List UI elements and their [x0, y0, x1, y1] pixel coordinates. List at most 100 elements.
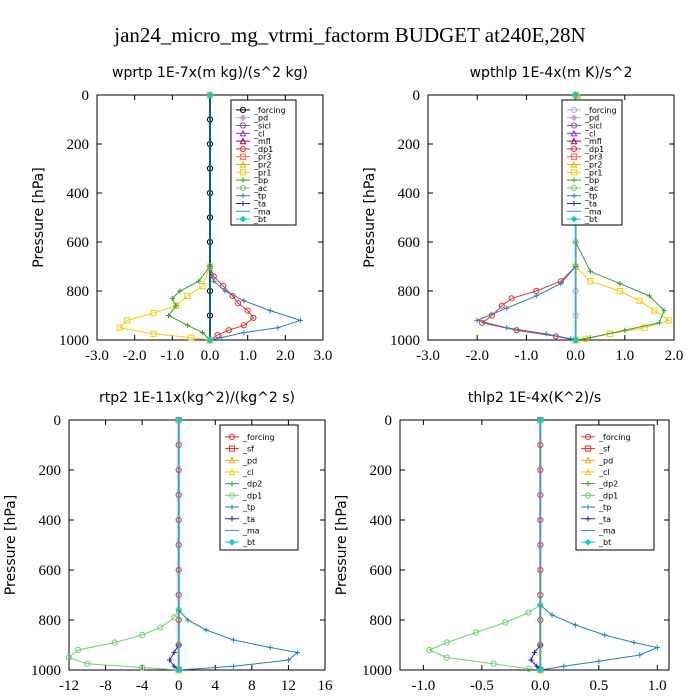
- legend-marker: [228, 492, 236, 499]
- legend-marker: [584, 433, 592, 440]
- data-point: [528, 657, 534, 663]
- series-dp1: [65, 416, 182, 674]
- panel-title: thlp2 1E-4x(K^2)/s: [468, 390, 601, 406]
- y-tick-label: 400: [370, 513, 393, 529]
- data-point: [230, 637, 237, 643]
- x-tick-label: 16: [318, 678, 334, 694]
- legend-marker: [229, 504, 235, 510]
- data-point: [75, 646, 82, 654]
- legend: _forcing_pd_sicl_cl_mfl_dp1_pr3_pr2_pr1_…: [230, 99, 297, 226]
- y-tick-label: 600: [67, 235, 90, 251]
- legend-label: _bp: [253, 176, 268, 185]
- legend-marker: [570, 169, 578, 176]
- data-point: [472, 629, 480, 636]
- data-point: [225, 327, 232, 334]
- legend-marker: [584, 456, 592, 464]
- y-tick-label: 200: [39, 463, 62, 479]
- legend-label: _dp2: [598, 480, 618, 489]
- panel-title: wpthlp 1E-4x(m K)/s^2: [470, 65, 633, 81]
- legend-label: _ta: [242, 515, 255, 524]
- data-point: [572, 91, 579, 99]
- legend-label: _sf: [242, 445, 254, 454]
- series-pr1: [116, 91, 214, 344]
- legend-label: _bt: [584, 215, 597, 224]
- legend-marker: [570, 129, 578, 137]
- data-point: [596, 658, 602, 664]
- data-point: [250, 314, 257, 322]
- legend-label: _pd: [598, 456, 613, 465]
- chart-panel-4: thlp2 1E-4x(K^2)/s Pressure [hPa] -1.0 -0.5…: [334, 390, 670, 694]
- y-tick-label: 1000: [362, 663, 392, 679]
- legend-marker: [228, 445, 236, 452]
- legend-label: _bt: [242, 538, 255, 547]
- y-tick-label: 600: [370, 563, 393, 579]
- legend-marker: [229, 516, 235, 522]
- legend: _forcing_pd_sicl_cl_mfl_dp1_pr3_pr2_pr1_…: [561, 99, 623, 226]
- x-tick-label: 0.0: [531, 678, 550, 694]
- y-tick-label: 400: [39, 513, 62, 529]
- y-tick-label: 400: [398, 186, 421, 202]
- legend-marker: [229, 481, 235, 487]
- data-point: [631, 639, 637, 646]
- data-point: [175, 666, 183, 674]
- legend-marker: [239, 160, 247, 168]
- data-point: [196, 278, 202, 284]
- legend-marker: [239, 114, 247, 122]
- series-bt: [537, 416, 544, 674]
- data-point: [267, 308, 273, 314]
- y-tick-label: 200: [67, 137, 90, 153]
- series-line: [530, 420, 541, 671]
- legend-label: _pr1: [584, 168, 602, 177]
- legend-label: _ma: [242, 526, 260, 535]
- legend-label: _sicl: [253, 122, 271, 131]
- data-point: [185, 617, 191, 623]
- legend-label: _cl: [253, 129, 265, 138]
- legend-label: _ac: [584, 184, 598, 193]
- data-point: [602, 632, 608, 638]
- legend-box: [561, 99, 623, 226]
- legend-marker: [570, 145, 578, 152]
- data-point: [543, 331, 549, 337]
- legend-label: _tp: [242, 503, 255, 512]
- legend-label: _bp: [584, 176, 599, 185]
- x-tick-label: 0.5: [589, 678, 608, 694]
- panel-title: rtp2 1E-11x(kg^2)/(kg^2 s): [99, 390, 295, 406]
- x-tick-label: -1.0: [160, 348, 184, 364]
- y-tick-label: 0: [413, 88, 421, 104]
- legend-marker: [239, 153, 247, 160]
- x-tick-label: -2.0: [465, 348, 489, 364]
- x-tick-label: -2.0: [123, 348, 147, 364]
- data-point: [479, 319, 486, 326]
- legend-marker: [570, 153, 578, 160]
- series-line: [209, 95, 254, 341]
- data-point: [616, 287, 623, 295]
- legend-label: _sicl: [584, 122, 602, 131]
- x-tick-label: -1.0: [412, 678, 436, 694]
- legend-marker: [571, 177, 577, 183]
- legend-marker: [570, 122, 578, 129]
- legend-marker: [585, 504, 591, 510]
- data-point: [173, 303, 179, 309]
- x-tick-label: 3.0: [314, 348, 333, 364]
- legend-label: _mfl: [253, 137, 271, 146]
- data-point: [561, 663, 567, 669]
- legend-marker: [239, 122, 247, 129]
- data-point: [426, 646, 433, 654]
- legend-marker: [571, 200, 577, 207]
- data-point: [65, 654, 73, 661]
- data-point: [549, 612, 555, 618]
- data-point: [665, 317, 673, 324]
- plot-frame: [427, 94, 675, 341]
- legend: _forcing _sf _pd _cl _dp2 _dp1 _tp _ta _ma _bt: [219, 424, 299, 551]
- data-point: [84, 660, 91, 667]
- plot-frame: [399, 419, 670, 671]
- legend-marker: [584, 445, 592, 452]
- data-point: [171, 663, 177, 669]
- legend-marker: [239, 145, 247, 152]
- legend-marker: [239, 169, 247, 176]
- data-point: [637, 652, 643, 658]
- legend-label: _ta: [598, 515, 611, 524]
- data-point: [111, 639, 118, 646]
- y-axis-label: Pressure [hPa]: [362, 167, 378, 267]
- y-axis-label: Pressure [hPa]: [334, 495, 350, 595]
